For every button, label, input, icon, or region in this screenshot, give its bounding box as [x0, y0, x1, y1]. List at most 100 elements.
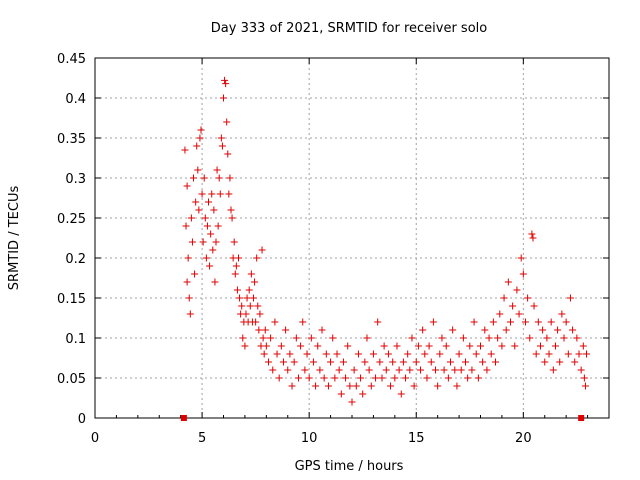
data-point — [354, 350, 362, 358]
data-point — [288, 382, 296, 390]
y-axis-label: SRMTID / TECUs — [7, 186, 22, 291]
data-point — [513, 286, 521, 294]
data-point — [378, 374, 386, 382]
data-point — [560, 334, 568, 342]
data-point — [312, 382, 320, 390]
data-marks — [181, 76, 591, 406]
data-point — [260, 350, 268, 358]
y-tick-label: 0 — [78, 412, 86, 427]
data-point — [504, 278, 512, 286]
data-point — [361, 358, 369, 366]
data-point — [206, 262, 214, 270]
data-point — [202, 254, 210, 262]
data-point — [449, 326, 457, 334]
data-point — [367, 382, 375, 390]
data-point — [190, 174, 198, 182]
data-point — [440, 366, 448, 374]
data-point — [485, 334, 493, 342]
data-point — [470, 318, 478, 326]
data-point — [487, 350, 495, 358]
data-point — [438, 334, 446, 342]
data-point — [249, 294, 257, 302]
data-point — [253, 254, 261, 262]
data-point — [292, 334, 300, 342]
data-point — [406, 366, 414, 374]
data-point — [264, 358, 272, 366]
data-point — [532, 350, 540, 358]
axis-marker — [578, 415, 585, 421]
data-point — [261, 326, 269, 334]
data-point — [466, 342, 474, 350]
data-point — [238, 302, 246, 310]
data-point — [536, 342, 544, 350]
data-point — [182, 222, 190, 230]
data-point — [294, 374, 302, 382]
data-point — [526, 334, 534, 342]
data-point — [228, 214, 236, 222]
y-tick-label: 0.45 — [57, 52, 86, 67]
data-point — [247, 270, 255, 278]
data-point — [365, 366, 373, 374]
data-point — [468, 366, 476, 374]
data-point — [346, 382, 354, 390]
data-point — [251, 278, 259, 286]
data-point — [425, 342, 433, 350]
data-point — [521, 318, 529, 326]
data-point — [199, 238, 207, 246]
y-tick-label: 0.4 — [65, 92, 86, 107]
data-point — [301, 366, 309, 374]
data-point — [423, 374, 431, 382]
data-point — [329, 334, 337, 342]
data-point — [511, 342, 519, 350]
data-point — [227, 206, 235, 214]
data-point — [558, 310, 566, 318]
data-point — [387, 382, 395, 390]
data-point — [554, 326, 562, 334]
data-point — [226, 174, 234, 182]
data-point — [316, 366, 324, 374]
data-point — [213, 166, 221, 174]
data-point — [479, 358, 487, 366]
axis-markers — [180, 415, 585, 421]
data-point — [524, 294, 532, 302]
data-point — [233, 286, 241, 294]
data-point — [236, 294, 244, 302]
data-point — [222, 80, 230, 88]
data-point — [339, 358, 347, 366]
data-point — [252, 318, 260, 326]
data-point — [566, 294, 574, 302]
data-point — [506, 318, 514, 326]
data-point — [216, 190, 224, 198]
data-point — [209, 246, 217, 254]
data-point — [562, 318, 570, 326]
data-point — [359, 390, 367, 398]
data-point — [429, 318, 437, 326]
data-point — [419, 326, 427, 334]
data-point — [242, 310, 250, 318]
data-point — [496, 310, 504, 318]
data-point — [357, 374, 365, 382]
data-point — [303, 350, 311, 358]
data-point — [290, 358, 298, 366]
data-point — [395, 366, 403, 374]
data-point — [502, 326, 510, 334]
data-point — [539, 326, 547, 334]
data-point — [453, 382, 461, 390]
data-point — [279, 358, 287, 366]
data-point — [583, 350, 591, 358]
data-point — [327, 358, 335, 366]
data-point — [427, 358, 435, 366]
data-point — [352, 382, 360, 390]
data-point — [421, 350, 429, 358]
data-point — [410, 382, 418, 390]
data-point — [217, 134, 225, 142]
data-point — [335, 366, 343, 374]
x-tick-label: 5 — [198, 431, 206, 446]
data-point — [259, 334, 267, 342]
data-point — [191, 270, 199, 278]
data-point — [183, 182, 191, 190]
data-point — [573, 334, 581, 342]
data-point — [350, 366, 358, 374]
data-point — [232, 262, 240, 270]
